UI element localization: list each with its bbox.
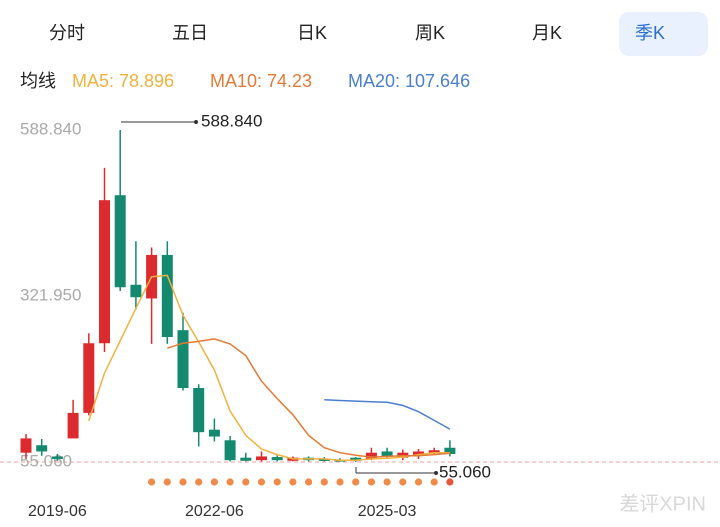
min-annotation-dot	[434, 471, 438, 475]
tab[interactable]: 日K	[297, 23, 327, 43]
indicator-dot	[446, 478, 454, 486]
indicator-dot	[226, 478, 234, 486]
legend-entry: MA20: 107.646	[348, 71, 470, 91]
y-tick-label: 321.950	[20, 285, 81, 304]
candle-body	[256, 456, 267, 461]
indicator-dot	[273, 478, 281, 486]
indicator-dot	[383, 478, 391, 486]
indicator-dot	[163, 478, 171, 486]
ma-line	[324, 399, 451, 430]
candle-body	[51, 456, 63, 459]
indicator-dot	[179, 478, 187, 486]
max-annotation-dot	[194, 120, 198, 124]
candle-body	[224, 440, 236, 461]
indicator-dot	[242, 478, 250, 486]
tab[interactable]: 季K	[635, 23, 665, 43]
candle-body	[413, 451, 424, 456]
legend-entry: MA5: 78.896	[72, 71, 174, 91]
tab[interactable]: 月K	[532, 23, 562, 43]
indicator-dot	[399, 478, 407, 486]
indicator-dot	[414, 478, 423, 486]
ma-line	[88, 274, 450, 461]
indicator-dot	[352, 478, 360, 486]
candle-body	[428, 450, 440, 453]
indicator-dot	[257, 478, 266, 486]
indicator-dot	[210, 478, 218, 486]
indicator-dot	[195, 478, 203, 486]
candle-body	[271, 457, 283, 461]
candle-body	[444, 447, 456, 454]
candle-body	[193, 388, 205, 433]
candle-body	[114, 195, 126, 288]
indicator-dot	[305, 478, 313, 486]
candle-body	[177, 330, 189, 389]
x-tick-label: 2019-06	[28, 503, 87, 520]
indicator-dot	[367, 478, 375, 486]
candle-body	[350, 457, 362, 461]
candle-body	[83, 343, 95, 413]
x-tick-label: 2022-06	[185, 503, 244, 520]
max-annotation-label: 588.840	[201, 111, 262, 130]
tab[interactable]: 周K	[415, 23, 445, 43]
candle-body	[36, 445, 48, 452]
candle-body	[365, 452, 377, 459]
candle-body	[208, 429, 220, 437]
watermark: 差评XPIN	[619, 492, 706, 515]
candle-body	[67, 412, 79, 439]
indicator-dot	[320, 478, 328, 486]
candle-body	[318, 458, 330, 461]
tab[interactable]: 五日	[172, 23, 208, 43]
indicator-dot	[430, 478, 438, 486]
y-tick-label: 588.840	[20, 119, 81, 138]
ma-line	[167, 338, 450, 458]
candle-body	[161, 254, 173, 338]
indicator-dot	[148, 478, 156, 486]
candle-body	[240, 457, 252, 461]
indicator-dot	[289, 478, 297, 486]
legend-entry: MA10: 74.23	[210, 71, 312, 91]
tab-selected-bg	[619, 12, 708, 56]
y-tick-label: 55.060	[20, 451, 72, 470]
legend-title: 均线	[20, 71, 56, 91]
indicator-dot	[336, 478, 344, 486]
candle-body	[381, 451, 393, 457]
min-annotation-label: 55.060	[439, 462, 491, 481]
x-tick-label: 2025-03	[358, 503, 417, 520]
candle-body	[99, 200, 110, 344]
tab[interactable]: 分时	[49, 23, 85, 43]
candle-body	[20, 438, 32, 453]
candle-body	[130, 284, 142, 298]
